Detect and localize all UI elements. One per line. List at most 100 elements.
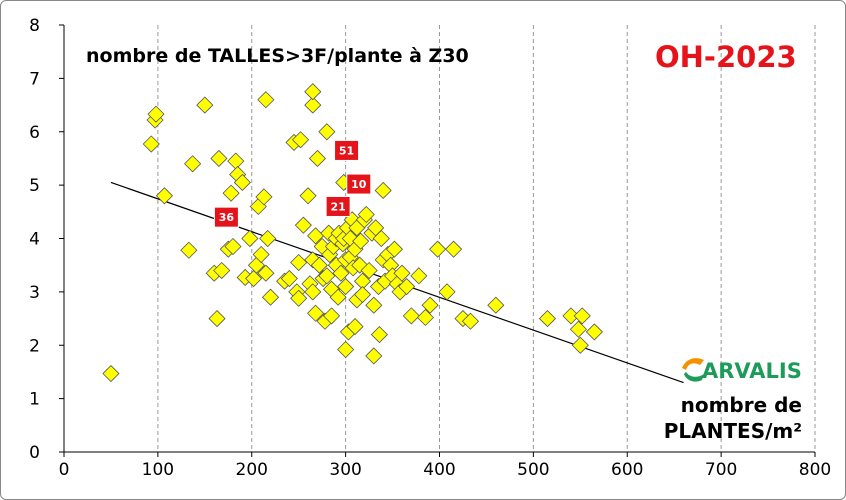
data-point: [304, 83, 322, 101]
point-label-box: [213, 206, 239, 228]
y-tick-label: 7: [29, 69, 40, 89]
x-tick-label: 500: [517, 460, 549, 480]
data-point: [357, 205, 375, 224]
data-point: [487, 296, 505, 314]
logo-swoosh-icon: [682, 358, 704, 370]
y-tick-label: 8: [29, 16, 40, 36]
data-point: [445, 240, 463, 258]
data-point: [329, 288, 347, 306]
data-point: [385, 240, 404, 258]
data-point: [102, 364, 120, 383]
data-point: [196, 96, 214, 114]
y-axis-ticks: 0 1 2 3 4 5 6 7 8: [29, 16, 64, 463]
data-point: [257, 264, 275, 282]
x-tick-label: 100: [142, 460, 174, 480]
data-point: [291, 131, 310, 149]
data-point: [322, 307, 341, 325]
data-point: [562, 307, 580, 325]
logo-text: ARVALIS: [702, 359, 802, 383]
data-point: [290, 253, 308, 272]
point-label-text: 10: [351, 178, 367, 191]
data-point: [304, 283, 322, 301]
x-tick-label: 800: [799, 460, 831, 480]
data-point: [304, 96, 322, 114]
data-point: [307, 304, 325, 322]
data-point: [360, 261, 378, 280]
data-point: [310, 256, 328, 274]
data-point: [259, 229, 277, 248]
y-tick-label: 4: [29, 230, 40, 250]
x-axis-ticks: 0 100 200 300 400 500 600 700 800: [59, 452, 831, 480]
data-point: [213, 261, 231, 280]
data-point: [332, 264, 350, 282]
data-point: [241, 229, 259, 248]
data-point: [294, 216, 312, 234]
data-point: [299, 187, 317, 205]
data-point: [410, 267, 428, 285]
data-point: [352, 232, 370, 250]
data-point: [290, 289, 308, 307]
data-point: [180, 241, 198, 259]
x-tick-label: 300: [329, 460, 361, 480]
point-label-box: [334, 139, 360, 161]
data-point: [402, 307, 420, 325]
data-point: [585, 323, 603, 341]
data-point: [429, 240, 447, 258]
data-point: [142, 135, 160, 153]
x-tick-label: 700: [705, 460, 737, 480]
data-point: [461, 312, 480, 330]
data-point: [318, 267, 336, 285]
chart-title: nombre de TALLES>3F/plante à Z30: [86, 45, 469, 67]
data-point: [222, 184, 240, 202]
x-axis-title-line2: PLANTES/m²: [664, 419, 802, 443]
data-point: [210, 149, 228, 168]
data-point: [571, 336, 589, 354]
data-point: [370, 326, 388, 344]
point-label-text: 21: [330, 200, 345, 213]
data-point: [233, 173, 251, 192]
y-tick-label: 2: [29, 336, 40, 356]
point-label-box: [325, 195, 351, 217]
data-point: [318, 123, 336, 141]
data-point: [184, 155, 202, 173]
data-point: [252, 245, 270, 264]
point-label-text: 36: [219, 211, 235, 224]
arvalis-logo: ARVALIS: [682, 358, 802, 383]
data-point: [155, 187, 174, 205]
data-point: [538, 309, 557, 328]
data-point: [365, 296, 383, 314]
data-point: [257, 91, 275, 109]
y-tick-label: 0: [29, 443, 40, 463]
data-point: [573, 307, 591, 325]
data-point: [398, 277, 416, 296]
data-point: [308, 149, 327, 168]
point-labels: 51 10 21 36: [213, 139, 372, 228]
data-point: [227, 152, 245, 170]
year-badge: OH-2023: [655, 40, 797, 74]
data-point: [337, 340, 355, 359]
data-point: [346, 318, 364, 336]
y-tick-label: 6: [29, 123, 40, 143]
x-tick-label: 200: [236, 460, 268, 480]
point-label-box: [346, 173, 372, 195]
y-tick-label: 1: [29, 390, 40, 410]
data-point: [208, 309, 226, 328]
data-point: [374, 181, 392, 200]
data-point: [416, 308, 434, 327]
data-point: [365, 347, 383, 365]
data-point: [372, 229, 390, 248]
data-point: [438, 283, 456, 301]
data-point: [245, 269, 263, 288]
data-point: [569, 320, 588, 338]
x-axis-title-line1: nombre de: [681, 393, 802, 417]
y-tick-label: 3: [29, 283, 40, 303]
data-point: [224, 237, 242, 256]
logo-leaf-icon: [684, 372, 704, 382]
x-tick-label: 600: [611, 460, 643, 480]
data-point: [261, 288, 280, 306]
data-point: [353, 285, 372, 304]
data-point: [255, 188, 273, 206]
y-tick-label: 5: [29, 176, 40, 196]
